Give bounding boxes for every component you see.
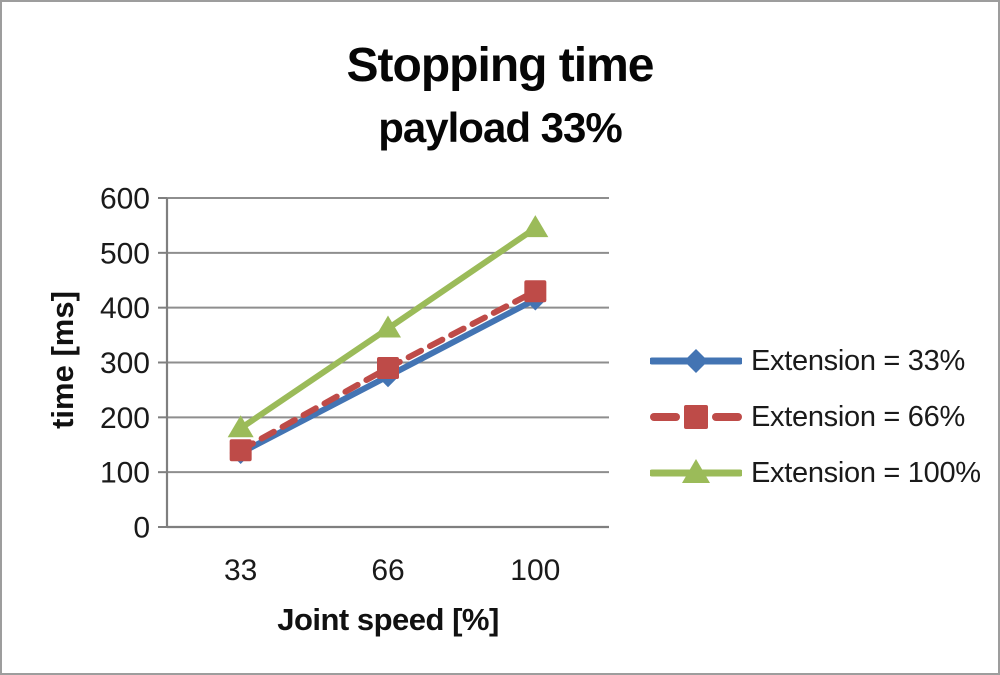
legend-label: Extension = 100% xyxy=(751,456,981,489)
legend-key xyxy=(650,405,742,429)
y-tick-label: 300 xyxy=(100,347,150,380)
legend-key xyxy=(650,349,742,373)
x-axis-title: Joint speed [%] xyxy=(277,602,499,637)
legend-label: Extension = 66% xyxy=(751,400,965,433)
triangle-marker xyxy=(682,459,710,483)
triangle-marker xyxy=(522,215,549,238)
y-tick-label: 500 xyxy=(100,237,150,270)
y-tick-label: 400 xyxy=(100,292,150,325)
square-marker xyxy=(377,356,399,379)
y-tick-label: 600 xyxy=(100,183,150,216)
diamond-marker xyxy=(684,349,708,373)
legend-label: Extension = 33% xyxy=(751,344,965,377)
x-tick-label: 100 xyxy=(510,554,560,587)
x-tick-label: 33 xyxy=(224,554,257,587)
legend-item: Extension = 33% xyxy=(650,333,981,389)
triangle-marker xyxy=(227,415,254,438)
legend-key xyxy=(650,459,742,483)
legend-item: Extension = 100% xyxy=(650,445,981,501)
x-tick-label: 66 xyxy=(371,554,404,587)
y-tick-label: 100 xyxy=(100,457,150,490)
y-tick-label: 200 xyxy=(100,402,150,435)
triangle-marker xyxy=(375,315,401,338)
square-marker xyxy=(684,405,708,429)
y-axis-title: time [ms] xyxy=(45,291,80,429)
chart-title: Stopping time xyxy=(346,39,655,92)
y-tick-label: 0 xyxy=(133,512,150,545)
square-marker xyxy=(524,280,547,303)
square-marker xyxy=(229,439,252,462)
chart-subtitle: payload 33% xyxy=(378,104,622,151)
legend-item: Extension = 66% xyxy=(650,389,981,445)
legend: Extension = 33% Extension = 66% Extension … xyxy=(650,333,981,501)
